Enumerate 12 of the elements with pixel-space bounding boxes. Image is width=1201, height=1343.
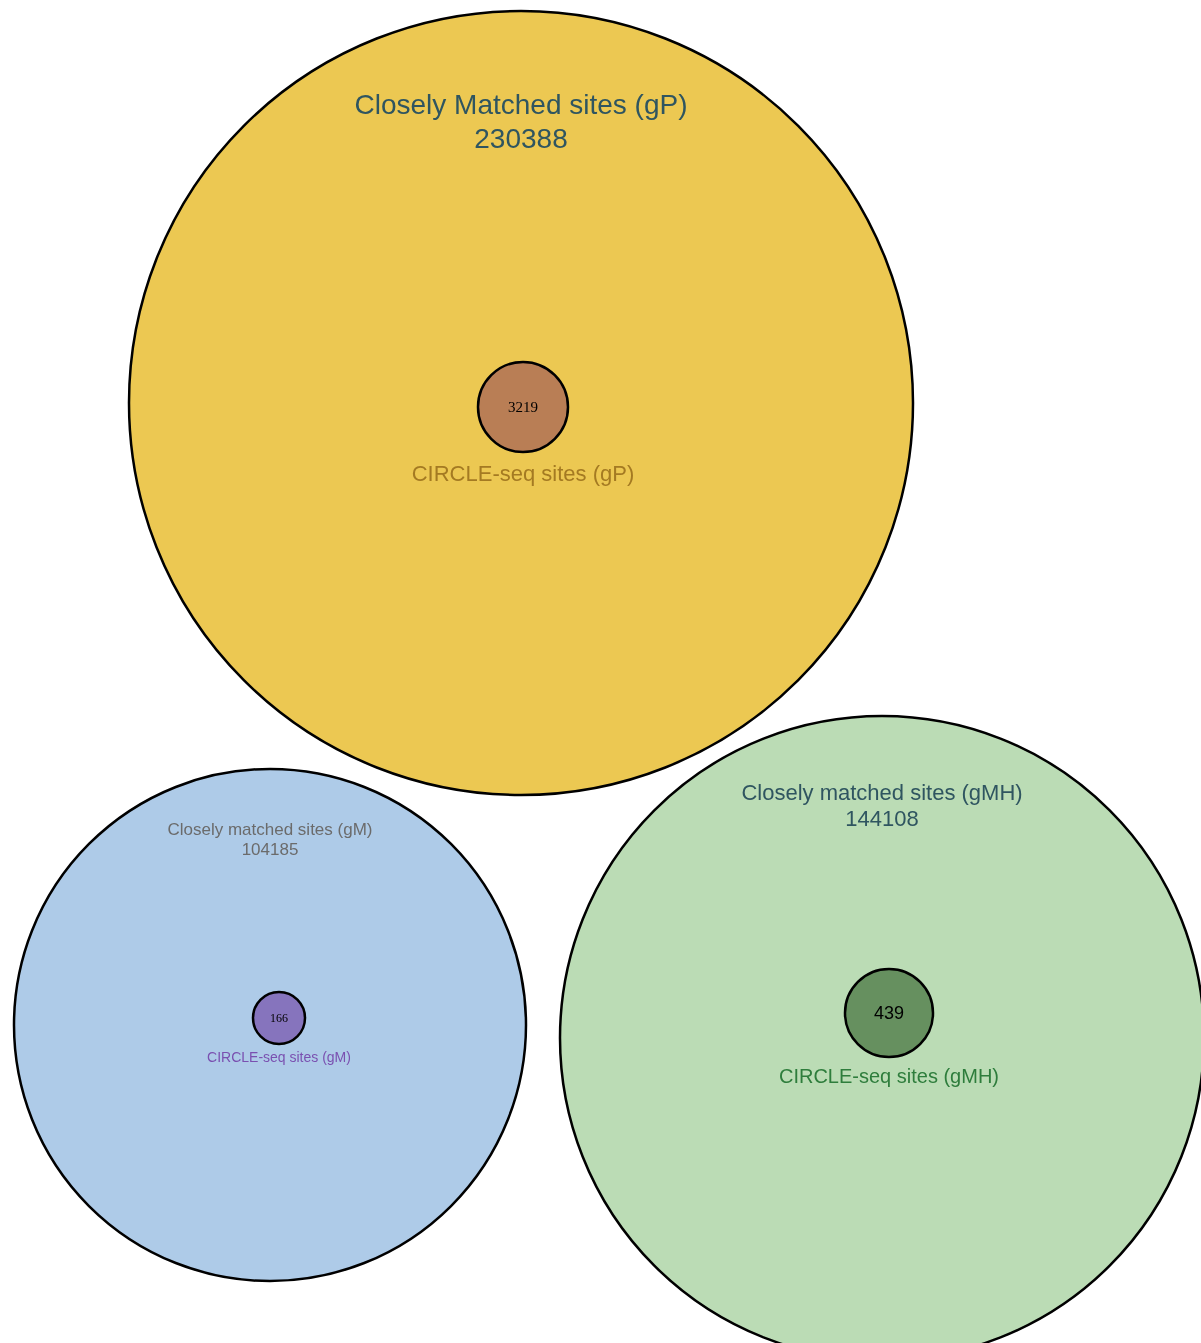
category-label: Closely Matched sites (gP) — [354, 89, 688, 120]
category-label: Closely matched sites (gM) — [167, 820, 373, 839]
data-label: 144108 — [845, 806, 919, 832]
data-label: 439 — [873, 1003, 905, 1024]
category-label: Closely matched sites (gMH) — [741, 780, 1023, 805]
data-label: 3219 — [508, 399, 538, 416]
category-label: CIRCLE-seq sites (gP) — [411, 460, 635, 486]
data-label: 166 — [270, 1011, 288, 1026]
data-label: 104185 — [241, 840, 299, 860]
data-label: 230388 — [474, 122, 568, 154]
category-label: CIRCLE-seq sites (gM) — [207, 1049, 351, 1066]
category-label: CIRCLE-seq sites (gMH) — [778, 1065, 1000, 1087]
